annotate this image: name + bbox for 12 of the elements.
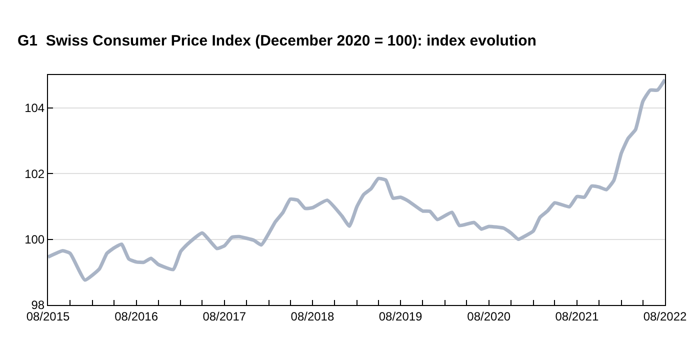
x-tick-label: 08/2020: [467, 309, 511, 324]
y-tick-label: 102: [24, 166, 45, 181]
line-series: [48, 78, 665, 282]
y-tick-label: 100: [24, 232, 45, 246]
x-tick-label: 08/2018: [290, 309, 334, 324]
y-tick-label: 104: [24, 101, 45, 116]
x-tick-label: 08/2016: [114, 309, 158, 324]
x-tick-label: 08/2019: [378, 309, 423, 324]
x-tick-label: 08/2017: [202, 309, 246, 324]
x-tick-label: 08/2021: [555, 309, 599, 324]
chart-title: G1 Swiss Consumer Price Index (December 2020 = 100): index evolution: [18, 32, 536, 50]
x-tick-label: 08/2022: [643, 309, 688, 324]
